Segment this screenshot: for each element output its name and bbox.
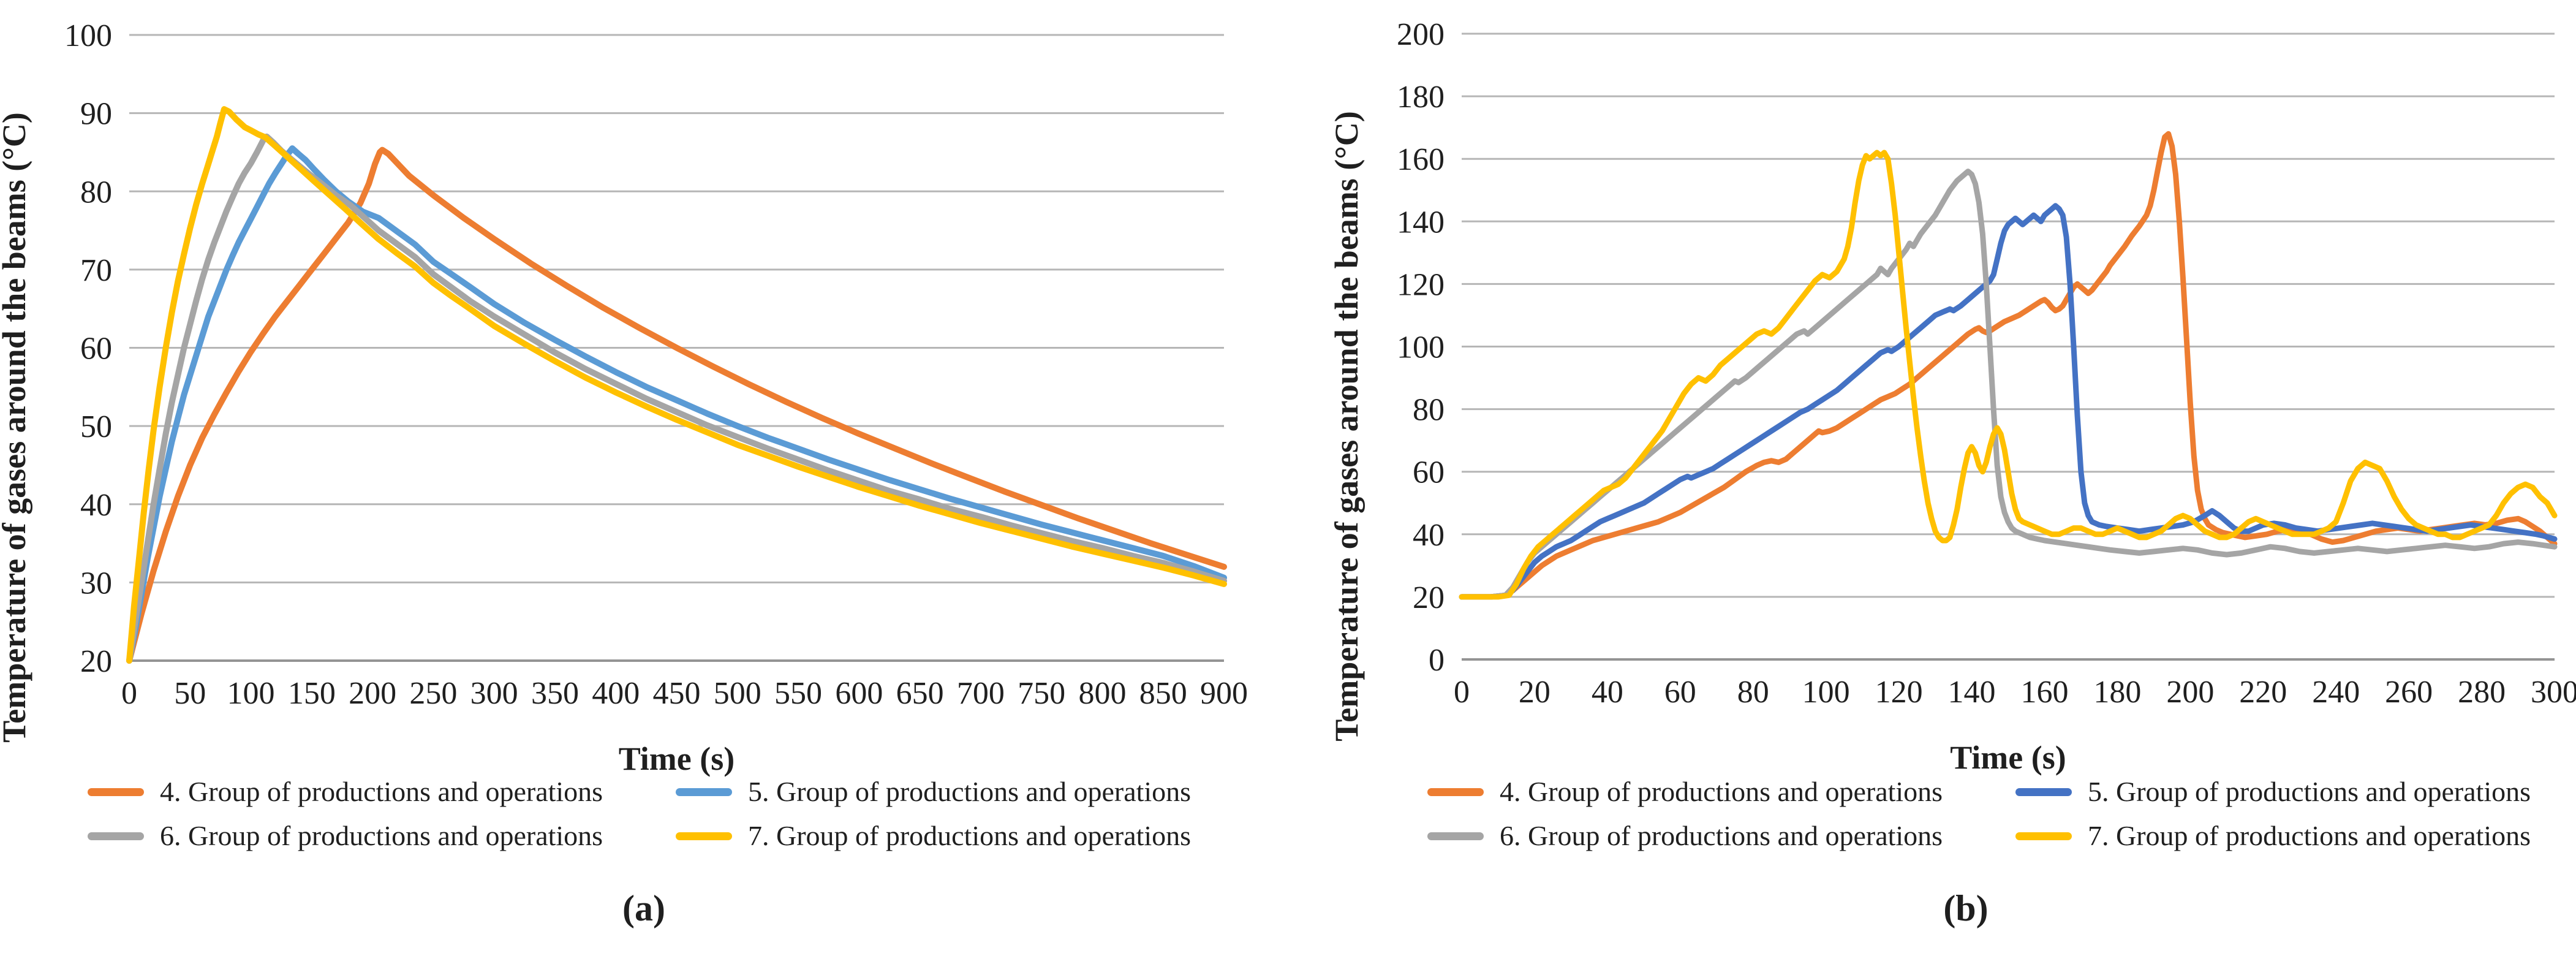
series-line-group-5 [126,145,1227,664]
y-tick-label: 20 [1413,580,1445,615]
y-tick-label: 120 [1397,267,1445,302]
legend-item-group-6: 6. Group of productions and operations [88,818,651,854]
x-axis-title: Time (s) [619,740,735,777]
y-tick-label: 40 [1413,518,1445,553]
x-tick-label: 900 [1200,676,1248,711]
x-tick-label: 700 [957,676,1005,711]
y-tick-label: 80 [1413,393,1445,428]
legend-label-group-4: 4. Group of productions and operations [160,776,603,807]
x-tick-label: 750 [1018,676,1065,711]
panel-caption-b: (b) [1943,888,1989,928]
x-tick-label: 300 [470,676,518,711]
legend-item-group-7: 7. Group of productions and operations [676,818,1239,854]
y-tick-label: 90 [80,97,112,132]
x-tick-label: 100 [227,676,275,711]
y-tick-label: 20 [80,644,112,679]
legend-item-group-5: 5. Group of productions and operations [676,773,1239,810]
x-tick-label: 250 [409,676,457,711]
y-tick-label: 160 [1397,142,1445,177]
x-tick-label: 350 [531,676,579,711]
panel-caption-a: (a) [622,888,665,928]
legend-swatch-group-5 [2015,788,2072,796]
x-tick-label: 240 [2312,675,2360,710]
y-tick-label: 0 [1429,643,1445,678]
legend-item-group-5: 5. Group of productions and operations [2015,773,2576,810]
y-tick-label: 180 [1397,80,1445,115]
x-tick-label: 500 [714,676,761,711]
legend-swatch-group-7 [2015,832,2072,840]
legend-swatch-group-7 [676,832,732,840]
x-tick-label: 650 [896,676,944,711]
y-tick-label: 100 [1397,330,1445,365]
legend-item-group-4: 4. Group of productions and operations [1427,773,1991,810]
y-tick-label: 40 [80,488,112,523]
y-tick-label: 100 [64,18,112,53]
y-tick-label: 140 [1397,205,1445,240]
x-tick-label: 120 [1875,675,1923,710]
y-tick-label: 50 [80,409,112,444]
x-tick-label: 260 [2385,675,2433,710]
legend-label-group-7: 7. Group of productions and operations [748,820,1192,851]
x-tick-label: 550 [774,676,822,711]
x-tick-label: 200 [2166,675,2214,710]
y-tick-label: 80 [80,175,112,210]
y-tick-label: 70 [80,253,112,288]
legend-swatch-group-4 [1427,788,1484,796]
x-tick-label: 140 [1948,675,1996,710]
x-tick-label: 180 [2093,675,2141,710]
x-tick-label: 20 [1519,675,1551,710]
series-line-group-4 [126,146,1227,664]
legend-item-group-7: 7. Group of productions and operations [2015,818,2576,854]
series-line-group-5 [1459,203,2558,600]
y-axis-title: Temperature of gases around the beams (°… [0,112,32,743]
legend-label-group-5: 5. Group of productions and operations [2088,776,2531,807]
x-axis-title: Time (s) [1950,739,2066,776]
legend-item-group-6: 6. Group of productions and operations [1427,818,1991,854]
x-tick-label: 220 [2239,675,2287,710]
legend-chart-b: 4. Group of productions and operations 5… [1427,773,2576,854]
x-tick-label: 160 [2020,675,2068,710]
x-tick-label: 450 [653,676,701,711]
x-tick-label: 200 [349,676,396,711]
series-line-group-7 [126,106,1227,664]
x-tick-label: 60 [1664,675,1696,710]
x-tick-label: 50 [174,676,206,711]
x-tick-label: 0 [121,676,137,711]
y-tick-label: 60 [1413,455,1445,490]
legend-label-group-4: 4. Group of productions and operations [1500,776,1943,807]
legend-swatch-group-6 [1427,832,1484,840]
x-tick-label: 150 [288,676,336,711]
legend-swatch-group-4 [88,788,144,796]
x-tick-label: 800 [1078,676,1126,711]
x-tick-label: 40 [1592,675,1623,710]
x-tick-label: 850 [1139,676,1187,711]
x-tick-label: 280 [2458,675,2506,710]
x-tick-label: 400 [592,676,640,711]
series-line-group-6 [1459,169,2558,600]
legend-chart-a: 4. Group of productions and operations 5… [88,773,1239,854]
legend-label-group-7: 7. Group of productions and operations [2088,820,2531,851]
series-line-group-7 [1459,150,2558,600]
legend-item-group-4: 4. Group of productions and operations [88,773,651,810]
legend-label-group-5: 5. Group of productions and operations [748,776,1192,807]
x-tick-label: 100 [1802,675,1850,710]
legend-label-group-6: 6. Group of productions and operations [160,820,603,851]
x-tick-label: 0 [1454,675,1470,710]
x-tick-label: 80 [1737,675,1769,710]
y-tick-label: 200 [1397,17,1445,52]
legend-label-group-6: 6. Group of productions and operations [1500,820,1943,851]
series-line-group-6 [126,133,1227,664]
y-tick-label: 30 [80,566,112,601]
y-tick-label: 60 [80,332,112,366]
legend-swatch-group-6 [88,832,144,840]
y-axis-title: Temperature of gases around the beams (°… [1328,111,1365,742]
legend-swatch-group-5 [676,788,732,796]
x-tick-label: 300 [2531,675,2576,710]
x-tick-label: 600 [835,676,883,711]
